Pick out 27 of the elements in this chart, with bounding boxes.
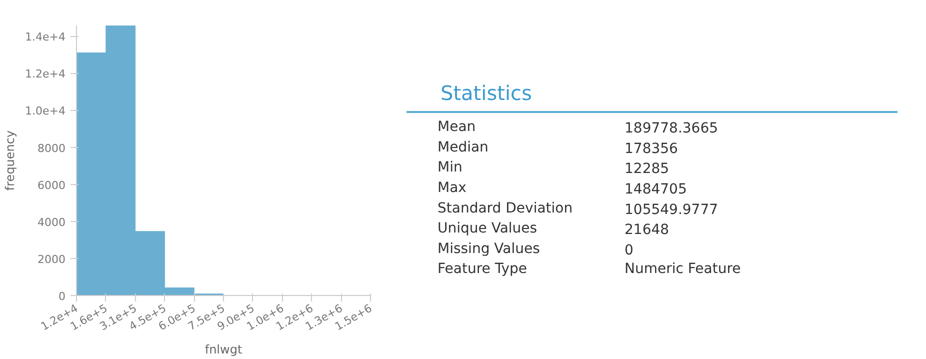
text: Max	[438, 180, 466, 196]
text: 21648	[624, 222, 670, 238]
text: 105549.9777	[624, 202, 718, 218]
y-tick-label: 6000	[38, 178, 66, 192]
y-tick-label: 4000	[38, 216, 66, 229]
text: Numeric Feature	[624, 261, 741, 278]
text: Feature Type	[438, 261, 528, 278]
y-axis-title: frequency	[3, 130, 18, 191]
x-axis-title: fnlwgt	[204, 342, 242, 357]
text: Standard Deviation	[438, 200, 573, 216]
text: Missing Values	[438, 240, 540, 257]
text: 189778.3665	[624, 120, 718, 137]
text: Statistics	[440, 81, 532, 106]
y-tick-label: 2000	[38, 252, 66, 266]
text: Min	[438, 160, 462, 176]
y-tick-label: 1.0e+4	[25, 104, 66, 118]
text: Unique Values	[438, 220, 538, 237]
y-tick-label: 0	[58, 290, 66, 303]
y-tick-label: 1.2e+4	[25, 68, 66, 81]
text: Median	[438, 139, 488, 156]
text: Mean	[438, 119, 476, 136]
text: 12285	[624, 161, 670, 178]
y-tick-label: 1.4e+4	[25, 30, 66, 44]
text: 1484705	[624, 181, 687, 198]
y-tick-label: 8000	[38, 142, 66, 155]
text: 178356	[624, 140, 678, 157]
text: 0	[624, 242, 634, 258]
